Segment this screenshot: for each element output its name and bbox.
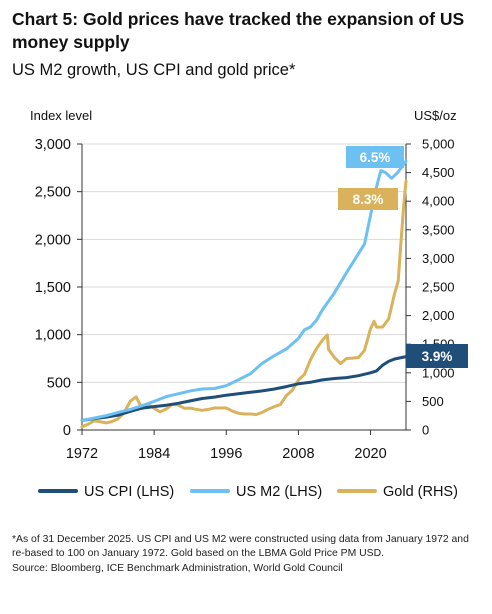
end-label-box-gold <box>338 188 398 210</box>
right-tick-label: 4,500 <box>422 165 455 180</box>
end-label-us-m2: 6.5% <box>360 150 391 165</box>
source-text: Source: Bloomberg, ICE Benchmark Adminis… <box>12 562 343 574</box>
right-tick-label: 1,000 <box>422 365 455 380</box>
right-tick-label: 500 <box>422 394 444 409</box>
right-tick-label: 3,000 <box>422 251 455 266</box>
legend: US CPI (LHS) US M2 (LHS) Gold (RHS) <box>38 484 458 500</box>
footnote-block: *As of 31 December 2025. US CPI and US M… <box>12 533 482 576</box>
end-label-box-us-cpi <box>406 344 468 368</box>
right-axis-title: US$/oz <box>414 108 457 123</box>
x-tick-label: 1984 <box>138 446 170 462</box>
axes: 05001,0001,5002,0002,5003,00005001,0001,… <box>30 108 457 462</box>
left-tick-label: 2,000 <box>35 232 71 248</box>
x-tick-label: 1972 <box>66 446 98 462</box>
right-tick-label: 3,500 <box>422 222 455 237</box>
x-tick-label: 2008 <box>282 446 314 462</box>
gridlines <box>82 143 406 383</box>
end-labels: 6.5% 8.3% 3.9% <box>338 146 468 368</box>
x-tick-label: 1996 <box>210 446 242 462</box>
end-label-box-us-m2 <box>346 146 404 168</box>
right-tick-label: 2,000 <box>422 308 455 323</box>
left-tick-label: 1,500 <box>35 280 71 296</box>
series-line-us-cpi <box>80 355 408 422</box>
left-tick-label: 3,000 <box>35 137 71 153</box>
right-tick-label: 5,000 <box>422 137 455 152</box>
right-tick-label: 4,000 <box>422 194 455 209</box>
chart-subtitle: US M2 growth, US CPI and gold price* <box>12 61 296 79</box>
x-tick-label: 2020 <box>354 446 386 462</box>
left-tick-label: 2,500 <box>35 185 71 201</box>
chart-title: Chart 5: Gold prices have tracked the ex… <box>12 9 465 52</box>
left-tick-label: 0 <box>63 423 71 439</box>
end-label-us-cpi: 3.9% <box>422 349 453 364</box>
left-tick-label: 1,000 <box>35 328 71 344</box>
legend-label-us-m2: US M2 (LHS) <box>236 484 322 500</box>
end-label-gold: 8.3% <box>353 192 384 207</box>
legend-label-us-cpi: US CPI (LHS) <box>84 484 174 500</box>
right-tick-label: 2,500 <box>422 280 455 295</box>
series-line-gold <box>80 179 408 429</box>
footnote-text: *As of 31 December 2025. US CPI and US M… <box>12 534 469 560</box>
left-axis-title: Index level <box>30 108 92 123</box>
line-chart: 05001,0001,5002,0002,5003,00005001,0001,… <box>30 108 468 500</box>
left-tick-label: 500 <box>47 375 71 391</box>
legend-label-gold: Gold (RHS) <box>383 484 458 500</box>
right-tick-label: 0 <box>422 423 429 438</box>
